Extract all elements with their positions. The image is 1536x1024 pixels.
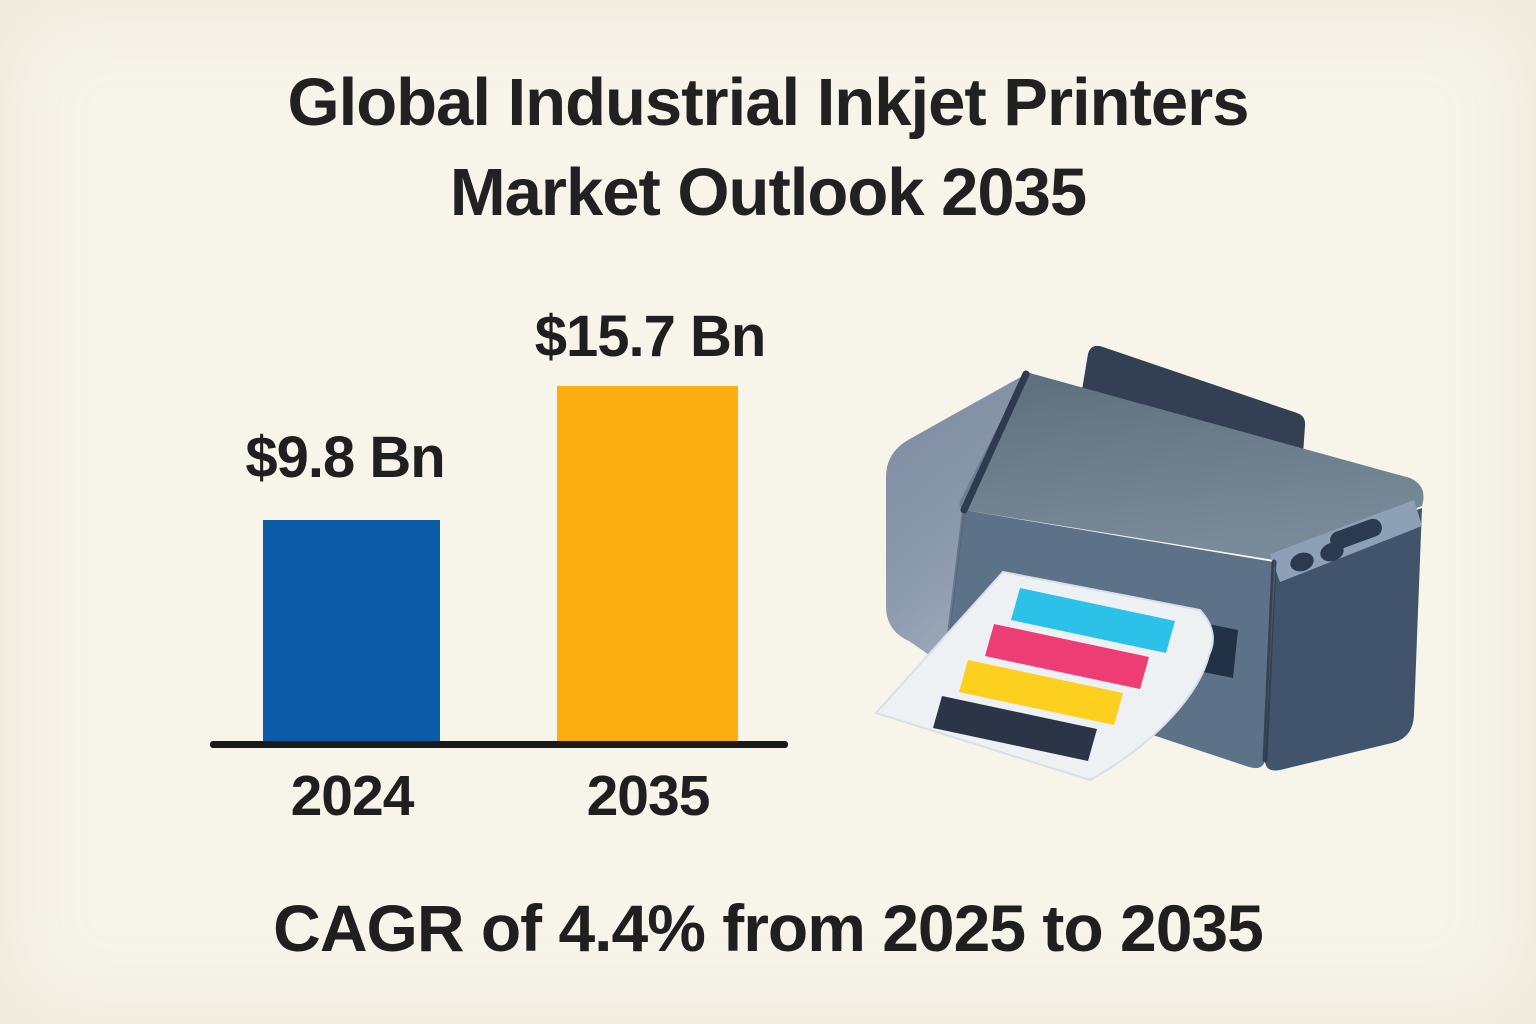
printer-lid-shine <box>959 372 1424 560</box>
value-label-2035: $15.7 Bn <box>534 304 767 369</box>
inkjet-printer-icon <box>874 345 1424 782</box>
black-bar <box>933 696 1097 761</box>
category-label-2035: 2035 <box>586 764 711 828</box>
printer-round-button-icon <box>1320 542 1344 562</box>
printer-seam-line <box>960 370 1030 514</box>
category-label-2024: 2024 <box>290 764 415 828</box>
bar-2024 <box>263 520 440 743</box>
bar-2035 <box>557 386 738 743</box>
magenta-bar <box>985 624 1149 689</box>
cyan-bar <box>1011 588 1175 653</box>
printer-power-button-icon <box>1330 518 1382 550</box>
printed-sheet <box>874 570 1214 782</box>
x-axis-line <box>210 741 788 748</box>
cagr-caption: CAGR of 4.4% from 2025 to 2035 <box>273 891 1264 965</box>
printer-round-button-icon <box>1290 552 1314 572</box>
yellow-bar <box>959 660 1123 725</box>
printer-seam-line <box>1262 559 1277 763</box>
title-line-2: Market Outlook 2035 <box>449 154 1087 230</box>
printer-right-panel-shape <box>1264 508 1422 771</box>
value-label-2024: $9.8 Bn <box>245 425 445 490</box>
title-line-1: Global Industrial Inkjet Printers <box>287 65 1249 140</box>
page-title: Global Industrial Inkjet Printers Market… <box>0 58 1536 238</box>
